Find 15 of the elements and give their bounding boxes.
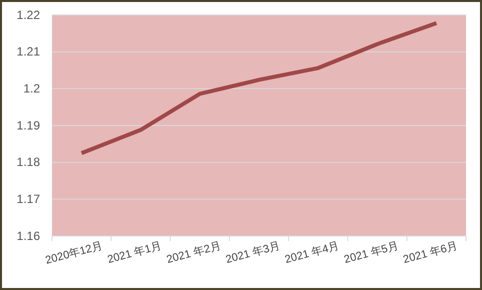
y-tick-label: 1.19 <box>16 118 40 132</box>
y-tick-label: 1.18 <box>16 155 40 170</box>
x-tick-label: 2021 年4月 <box>284 240 341 266</box>
y-tick-label: 1.16 <box>16 228 40 243</box>
x-tick-label: 2020年12月 <box>44 240 104 267</box>
y-tick-label: 1.21 <box>16 44 40 59</box>
x-tick-label: 2021 年5月 <box>342 240 400 266</box>
x-tick-label: 2021 年6月 <box>402 240 459 266</box>
y-tick-label: 1.2 <box>23 82 40 96</box>
line-series <box>80 21 438 156</box>
y-tick-label: 1.22 <box>16 8 40 22</box>
y-tick-label: 1.17 <box>16 192 40 206</box>
x-tick-label: 2021 年2月 <box>165 240 222 266</box>
x-tick-label: 2021 年3月 <box>224 240 282 266</box>
x-tick-label: 2021 年1月 <box>106 240 164 266</box>
